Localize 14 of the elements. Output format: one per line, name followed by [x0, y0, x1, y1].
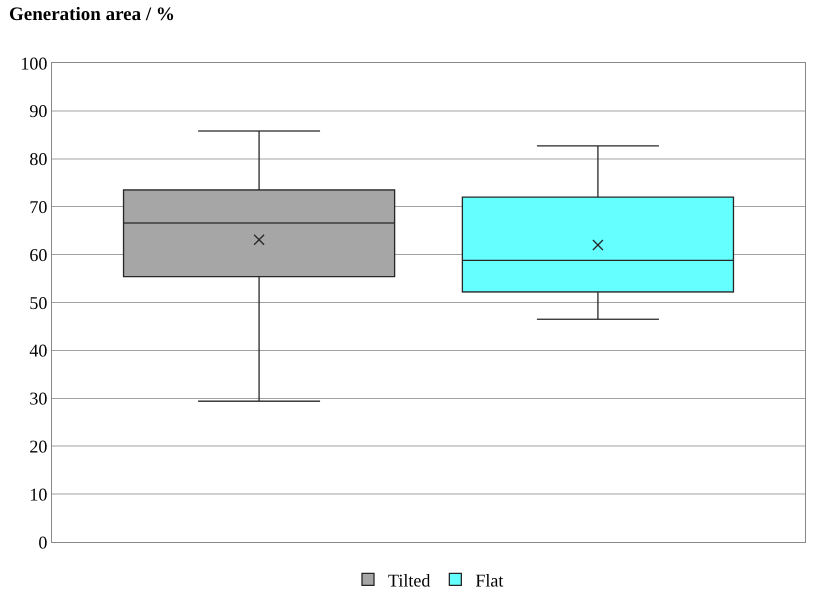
- y-tick-label: 0: [38, 532, 48, 552]
- y-tick-label: 70: [29, 197, 48, 217]
- y-tick-label: 100: [20, 53, 48, 74]
- legend-label: Tilted: [388, 570, 430, 590]
- y-tick-label: 20: [29, 436, 48, 456]
- y-tick-label: 50: [29, 292, 48, 313]
- y-tick-label: 30: [29, 388, 48, 409]
- y-tick-label: 90: [29, 101, 48, 122]
- y-tick-label: 10: [29, 484, 48, 504]
- legend-label: Flat: [475, 570, 504, 590]
- y-tick-label: 60: [29, 244, 48, 265]
- y-tick-label: 80: [29, 149, 48, 170]
- y-axis-title: Generation area / %: [9, 4, 175, 25]
- y-tick-label: 40: [29, 340, 48, 361]
